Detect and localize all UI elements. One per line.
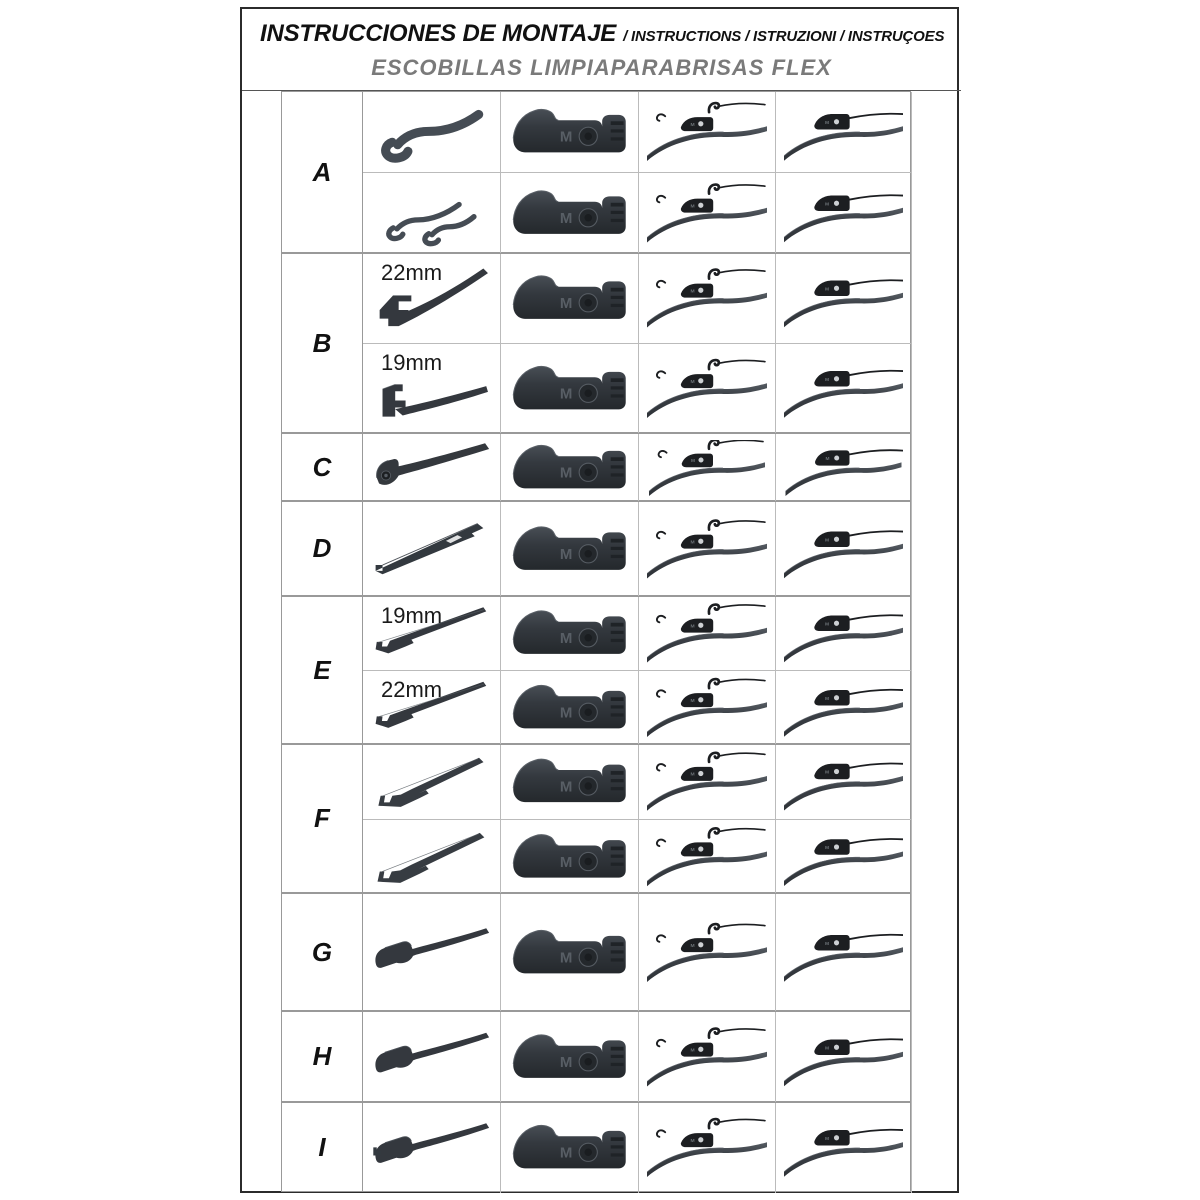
svg-text:M: M [560, 129, 572, 146]
svg-text:M: M [560, 630, 572, 647]
svg-text:M: M [825, 120, 829, 126]
svg-text:M: M [560, 546, 572, 563]
svg-text:M: M [560, 1145, 572, 1162]
svg-text:M: M [690, 772, 694, 778]
svg-text:M: M [690, 847, 694, 853]
svg-text:M: M [825, 286, 829, 292]
svg-text:M: M [560, 1054, 572, 1071]
svg-text:M: M [690, 943, 694, 949]
svg-text:M: M [690, 623, 694, 629]
svg-text:M: M [825, 537, 829, 543]
svg-text:M: M [825, 621, 829, 627]
svg-text:M: M [560, 465, 572, 482]
svg-text:M: M [690, 1047, 694, 1053]
svg-text:M: M [825, 201, 829, 207]
svg-text:M: M [825, 770, 829, 776]
svg-text:M: M [560, 295, 572, 312]
svg-text:M: M [825, 377, 829, 383]
svg-text:M: M [690, 379, 694, 385]
svg-text:M: M [691, 458, 695, 464]
svg-text:M: M [825, 696, 829, 702]
svg-text:M: M [690, 1138, 694, 1144]
svg-text:M: M [560, 386, 572, 403]
svg-text:M: M [690, 203, 694, 209]
svg-text:M: M [690, 698, 694, 704]
svg-text:M: M [825, 1045, 829, 1051]
svg-text:M: M [560, 210, 572, 227]
svg-text:M: M [825, 1136, 829, 1142]
svg-text:M: M [825, 845, 829, 851]
svg-text:M: M [690, 122, 694, 128]
svg-text:M: M [690, 288, 694, 294]
svg-text:M: M [560, 705, 572, 722]
svg-text:M: M [560, 950, 572, 967]
svg-text:M: M [826, 456, 830, 462]
svg-text:M: M [690, 539, 694, 545]
svg-text:M: M [825, 941, 829, 947]
svg-text:M: M [560, 853, 572, 870]
svg-text:M: M [560, 778, 572, 795]
